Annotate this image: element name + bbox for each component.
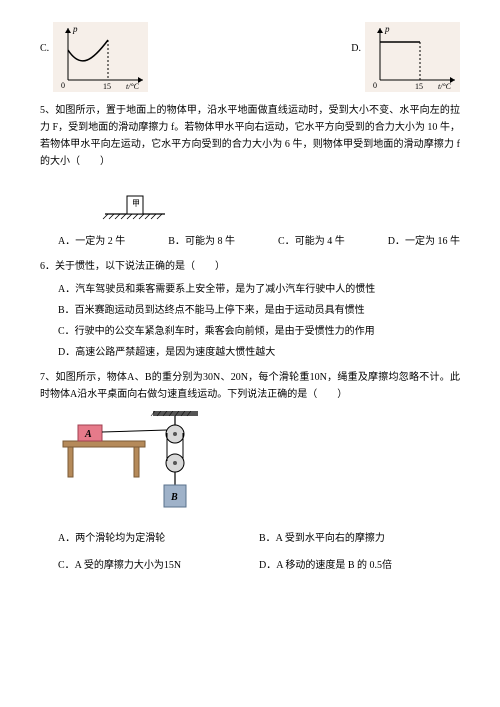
graph-d-label: D. <box>351 40 361 57</box>
graph-d-svg: p 0 15 t/°C <box>365 22 460 92</box>
q5-block-label: 甲 <box>132 199 140 208</box>
q6-opt-d: D．高速公路严禁超速，是因为速度越大惯性越大 <box>58 344 460 361</box>
q7-label-b: B <box>170 492 178 503</box>
q5-opt-a: A．一定为 2 牛 <box>58 233 125 250</box>
q7-text: 7、如图所示，物体A、B的重分别为30N、20N，每个滑轮重10N，绳重及摩擦均… <box>40 369 460 403</box>
graph-d-block: D. p 0 15 t/°C <box>351 22 460 92</box>
graph-d-xt: 15 <box>415 82 423 91</box>
graph-c-y: p <box>72 24 78 34</box>
graph-c-label: C. <box>40 40 49 57</box>
q7-opt-a: A．两个滑轮均为定滑轮 <box>58 530 259 547</box>
q5-text: 5、如图所示，置于地面上的物体甲，沿水平地面做直线运动时，受到大小不变、水平向左… <box>40 102 460 170</box>
q7-opt-d: D．A 移动的速度是 B 的 0.5倍 <box>259 557 460 574</box>
q5-options: A．一定为 2 牛 B．可能为 8 牛 C．可能为 4 牛 D．一定为 16 牛 <box>58 233 460 250</box>
graph-d-x: t/°C <box>438 82 452 91</box>
graph-d-y: p <box>384 24 390 34</box>
q7-label-a: A <box>84 429 92 440</box>
graph-c-x: t/°C <box>126 82 140 91</box>
graph-c-o: 0 <box>61 81 65 90</box>
q6-opt-c: C．行驶中的公交车紧急刹车时，乘客会向前倾，是由于受惯性力的作用 <box>58 323 460 340</box>
q6-options: A．汽车驾驶员和乘客需要系上安全带，是为了减小汽车行驶中人的惯性 B．百米赛跑运… <box>58 281 460 361</box>
graph-c-xt: 15 <box>103 82 111 91</box>
graph-c-block: C. p 0 15 t/°C <box>40 22 148 92</box>
q7-opt-b: B．A 受到水平向右的摩擦力 <box>259 530 460 547</box>
q5-opt-d: D．一定为 16 牛 <box>388 233 460 250</box>
q5-opt-b: B．可能为 8 牛 <box>168 233 235 250</box>
q5-opt-c: C．可能为 4 牛 <box>278 233 345 250</box>
q7-opt-c: C．A 受的摩擦力大小为15N <box>58 557 259 574</box>
graph-d-o: 0 <box>373 81 377 90</box>
q6-opt-b: B．百米赛跑运动员到达终点不能马上停下来，是由于运动员具有惯性 <box>58 302 460 319</box>
q6-text: 6．关于惯性，以下说法正确的是（ ） <box>40 258 460 275</box>
q6-opt-a: A．汽车驾驶员和乘客需要系上安全带，是为了减小汽车行驶中人的惯性 <box>58 281 460 298</box>
q7-options: A．两个滑轮均为定滑轮 B．A 受到水平向右的摩擦力 C．A 受的摩擦力大小为1… <box>58 530 460 574</box>
graph-c-svg: p 0 15 t/°C <box>53 22 148 92</box>
q7-figure: A B <box>58 411 460 522</box>
graph-row: C. p 0 15 t/°C D. <box>40 22 460 92</box>
q5-figure: 甲 <box>100 176 460 227</box>
